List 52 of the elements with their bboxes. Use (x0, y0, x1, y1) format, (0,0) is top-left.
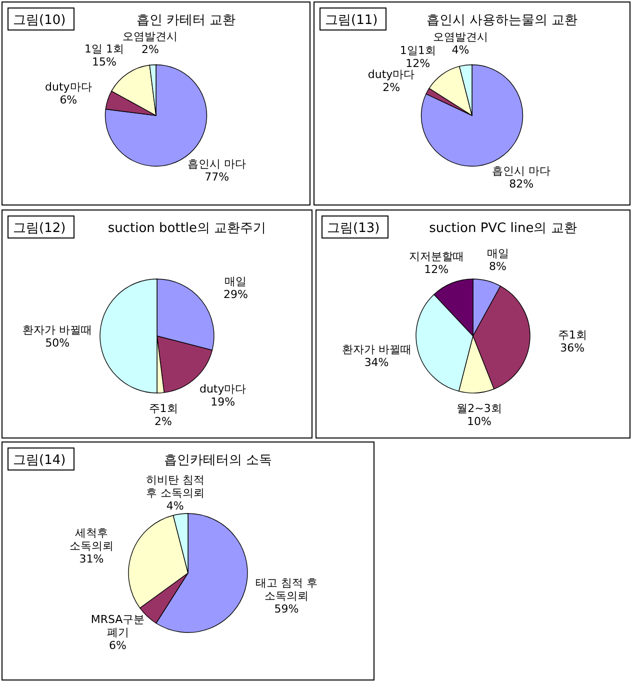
data-label: 2% (382, 80, 400, 94)
data-label: 6% (60, 93, 78, 106)
data-label: 4% (166, 499, 184, 512)
data-label: 6% (109, 639, 126, 652)
data-label: 12% (424, 263, 449, 276)
data-label: 4% (452, 44, 470, 57)
data-label: 10% (467, 415, 492, 428)
slice-label: 흡인시 마다 (492, 164, 551, 178)
data-label: 36% (560, 341, 585, 354)
data-label: 12% (406, 57, 430, 70)
slice-label: 지저분할때 (408, 250, 464, 264)
slice-label: 1일1회 (400, 44, 436, 58)
chart-title: 흡인 카테터 교환 (136, 13, 236, 28)
chart-title: suction bottle의 교환주기 (108, 221, 266, 236)
data-label: 29% (223, 288, 248, 302)
slice-label: duty마다 (45, 80, 92, 94)
text: 그림(13) (327, 221, 380, 236)
slice-label: duty마다 (368, 68, 415, 81)
text: 그림(11) (325, 13, 378, 28)
data-label: 50% (45, 336, 70, 350)
slice-label: 매일 (486, 247, 509, 260)
text: 그림(10) (13, 13, 66, 28)
slice-label: 오염발견시 (122, 30, 178, 44)
slice-label: 매일 (224, 275, 247, 288)
data-label: 19% (210, 396, 236, 409)
slice-label: 세척후 소독의뢰 (69, 526, 114, 552)
data-label: 82% (509, 178, 534, 191)
chart-title: 흡인카테터의 소독 (164, 453, 272, 468)
slice-label: 환자가 바뀔때 (22, 324, 92, 336)
text: 그림(14) (13, 453, 66, 468)
slice-label: 주1회 (558, 328, 587, 342)
chart-title: suction PVC line의 교환 (429, 221, 577, 236)
slice-label: MRSA구분 폐기 (90, 613, 145, 640)
text: 그림(12) (13, 221, 66, 236)
data-label: 34% (364, 356, 389, 370)
chart-title: 흡인시 사용하는물의 교환 (426, 13, 578, 28)
slice-label: 월2~3회 (456, 402, 502, 416)
data-label: 2% (141, 43, 159, 56)
data-label: 2% (154, 415, 172, 428)
slice-label: 환자가 바뀔때 (342, 343, 412, 356)
slice-label: 흡인시 마다 (188, 158, 246, 171)
data-label: 8% (489, 260, 506, 274)
slice-label: 태고 침적 후 소독의뢰 (256, 576, 318, 603)
slice-label: 히비탄 침적 후 소독의뢰 (146, 473, 204, 500)
data-label: 31% (79, 552, 104, 566)
data-label: 59% (274, 602, 299, 616)
slice-label: 1일 1회 (84, 42, 124, 56)
slice-label: duty마다 (199, 382, 246, 396)
data-label: 77% (204, 170, 230, 184)
slice-label: 오염발견시 (432, 30, 488, 44)
slice-label: 주1회 (148, 402, 178, 416)
data-label: 15% (92, 56, 116, 69)
